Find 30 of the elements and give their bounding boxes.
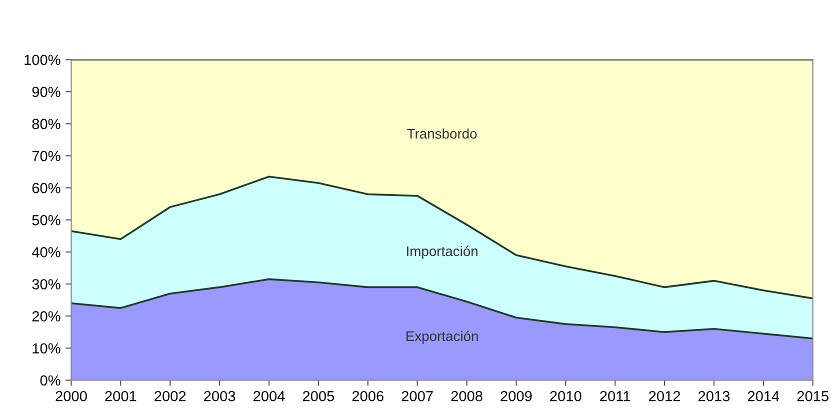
x-tick-label: 2010 [550, 390, 582, 402]
x-tick-label: 2014 [748, 390, 780, 402]
y-tick-label: 10% [32, 343, 60, 354]
x-tick-label: 2001 [105, 390, 136, 402]
x-tick-label: 2004 [254, 390, 285, 402]
x-tick-label: 2006 [352, 390, 384, 402]
x-tick-label: 2002 [154, 390, 186, 402]
x-tick-label: 2000 [56, 390, 87, 402]
y-tick-label: 70% [32, 150, 60, 162]
y-tick-label: 40% [32, 247, 60, 258]
x-tick-label: 2007 [402, 390, 433, 402]
y-tick-label: 30% [32, 279, 60, 290]
x-tick-label: 2012 [649, 390, 680, 402]
y-tick-label: 60% [32, 182, 60, 194]
series-label: Transbordo [407, 128, 477, 139]
series-label: Importación [407, 246, 478, 259]
x-tick-label: 2011 [600, 390, 630, 402]
x-tick-label: 2003 [204, 390, 236, 402]
x-tick-label: 2013 [698, 390, 730, 402]
x-tick-label: 2008 [451, 390, 482, 402]
y-tick-label: 50% [32, 214, 60, 226]
x-tick-label: 2009 [500, 390, 532, 402]
y-tick-label: 0% [40, 375, 60, 386]
series-label: Exportación [406, 330, 478, 344]
y-tick-label: 20% [32, 311, 60, 322]
x-tick-label: 2005 [302, 390, 334, 402]
y-tick-label: 80% [32, 118, 60, 130]
y-tick-label: 100% [24, 54, 60, 66]
y-tick-label: 90% [32, 86, 60, 98]
x-tick-label: 2015 [797, 390, 828, 402]
